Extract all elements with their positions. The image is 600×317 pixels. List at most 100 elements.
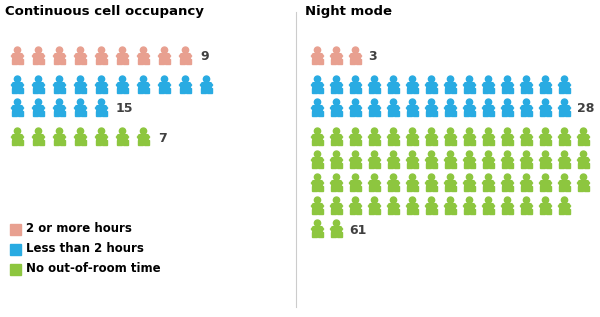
Polygon shape — [97, 140, 101, 145]
Polygon shape — [32, 135, 44, 140]
Circle shape — [466, 76, 473, 82]
Polygon shape — [489, 164, 494, 168]
Circle shape — [334, 128, 340, 134]
Polygon shape — [502, 106, 514, 112]
Polygon shape — [463, 83, 476, 88]
Polygon shape — [484, 88, 488, 93]
Polygon shape — [463, 135, 476, 140]
Circle shape — [98, 128, 104, 134]
Polygon shape — [565, 186, 569, 191]
Polygon shape — [370, 88, 374, 93]
Polygon shape — [337, 112, 341, 116]
Polygon shape — [350, 88, 355, 93]
Circle shape — [352, 47, 359, 53]
Circle shape — [371, 174, 377, 180]
Polygon shape — [331, 60, 336, 64]
Polygon shape — [445, 204, 457, 210]
Polygon shape — [370, 186, 374, 191]
Polygon shape — [313, 60, 317, 64]
Circle shape — [334, 76, 340, 82]
Polygon shape — [356, 112, 361, 116]
Polygon shape — [53, 83, 65, 88]
Polygon shape — [413, 140, 418, 145]
Polygon shape — [508, 210, 512, 214]
Text: 15: 15 — [116, 102, 133, 115]
Circle shape — [428, 151, 434, 157]
Polygon shape — [313, 210, 317, 214]
Polygon shape — [123, 140, 128, 145]
Polygon shape — [388, 106, 400, 112]
Polygon shape — [318, 88, 323, 93]
Polygon shape — [425, 181, 437, 186]
Polygon shape — [565, 140, 569, 145]
Polygon shape — [97, 60, 101, 64]
Circle shape — [542, 174, 548, 180]
Polygon shape — [427, 210, 431, 214]
Polygon shape — [406, 83, 419, 88]
Polygon shape — [445, 186, 450, 191]
Polygon shape — [432, 210, 437, 214]
Circle shape — [371, 76, 377, 82]
Polygon shape — [60, 140, 65, 145]
Polygon shape — [349, 83, 362, 88]
Polygon shape — [445, 135, 457, 140]
Polygon shape — [539, 135, 551, 140]
Circle shape — [409, 151, 416, 157]
Polygon shape — [331, 186, 336, 191]
Polygon shape — [482, 204, 494, 210]
Polygon shape — [464, 164, 469, 168]
Polygon shape — [331, 54, 343, 60]
Polygon shape — [139, 140, 143, 145]
Polygon shape — [116, 135, 128, 140]
Polygon shape — [394, 164, 398, 168]
Polygon shape — [584, 186, 589, 191]
Polygon shape — [34, 112, 38, 116]
Polygon shape — [313, 88, 317, 93]
Polygon shape — [584, 140, 589, 145]
Polygon shape — [39, 140, 44, 145]
Polygon shape — [484, 164, 488, 168]
Polygon shape — [427, 88, 431, 93]
Circle shape — [409, 76, 416, 82]
Polygon shape — [484, 210, 488, 214]
Circle shape — [371, 128, 377, 134]
Polygon shape — [370, 140, 374, 145]
Polygon shape — [406, 204, 419, 210]
Circle shape — [119, 47, 125, 53]
Polygon shape — [489, 210, 494, 214]
Polygon shape — [451, 210, 455, 214]
Polygon shape — [13, 112, 17, 116]
Polygon shape — [95, 54, 107, 60]
Polygon shape — [102, 140, 107, 145]
Circle shape — [161, 76, 167, 82]
Polygon shape — [81, 112, 86, 116]
Circle shape — [182, 47, 188, 53]
Polygon shape — [349, 204, 362, 210]
Polygon shape — [489, 186, 494, 191]
Polygon shape — [559, 140, 564, 145]
Circle shape — [523, 174, 530, 180]
Polygon shape — [539, 181, 551, 186]
Circle shape — [35, 128, 41, 134]
Circle shape — [542, 99, 548, 105]
Polygon shape — [311, 106, 323, 112]
Circle shape — [203, 76, 209, 82]
Circle shape — [542, 128, 548, 134]
Polygon shape — [18, 60, 23, 64]
Polygon shape — [388, 181, 400, 186]
Polygon shape — [388, 204, 400, 210]
Polygon shape — [445, 181, 457, 186]
Circle shape — [580, 128, 587, 134]
Polygon shape — [95, 106, 107, 112]
Polygon shape — [464, 210, 469, 214]
Polygon shape — [577, 135, 590, 140]
Polygon shape — [484, 140, 488, 145]
Polygon shape — [541, 186, 545, 191]
Polygon shape — [32, 83, 44, 88]
Polygon shape — [432, 140, 437, 145]
Polygon shape — [375, 186, 380, 191]
Polygon shape — [445, 164, 450, 168]
Circle shape — [352, 76, 359, 82]
Polygon shape — [337, 140, 341, 145]
Polygon shape — [559, 106, 571, 112]
